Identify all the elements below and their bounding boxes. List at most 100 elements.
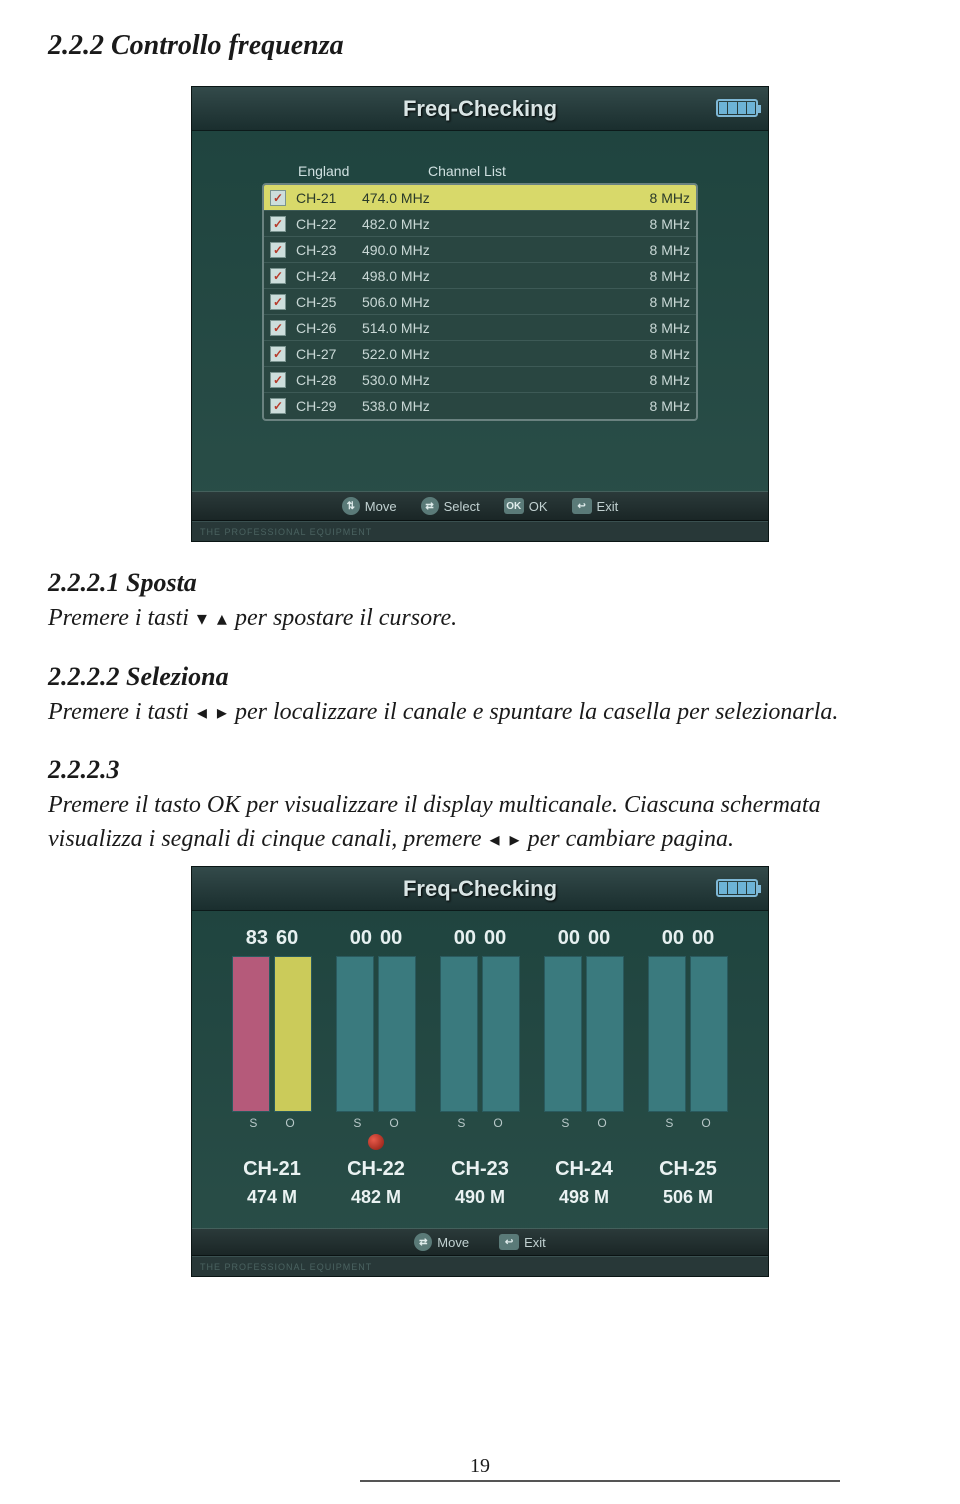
hint-move: ⇄Move bbox=[414, 1233, 469, 1251]
channel-list-header: England Channel List bbox=[262, 159, 698, 183]
body-seleziona: Premere i tasti ◂ ▸ per localizzare il c… bbox=[48, 696, 912, 730]
channel-bw: 8 MHz bbox=[620, 268, 690, 284]
channel-label: CH-21 bbox=[220, 1158, 324, 1181]
bar-group bbox=[636, 956, 740, 1112]
signal-bar-s bbox=[232, 956, 270, 1112]
signal-bar-s bbox=[544, 956, 582, 1112]
channel-table: ✓CH-21474.0 MHz8 MHz✓CH-22482.0 MHz8 MHz… bbox=[262, 183, 698, 421]
check-icon: ✓ bbox=[270, 372, 286, 388]
screen2-brand-strip: THE PROFESSIONAL EQUIPMENT bbox=[192, 1256, 768, 1276]
screen2-title: Freq-Checking bbox=[403, 876, 557, 902]
up-arrow-icon: ▴ bbox=[217, 605, 227, 633]
selection-dot-icon bbox=[368, 1134, 384, 1150]
channel-row: ✓CH-24498.0 MHz8 MHz bbox=[264, 263, 696, 289]
body-multichannel: Premere il tasto OK per visualizzare il … bbox=[48, 789, 912, 856]
dot-cell bbox=[220, 1134, 324, 1152]
check-icon: ✓ bbox=[270, 320, 286, 336]
freq-checking-bars-screenshot: Freq-Checking 83600000000000000000 SOSOS… bbox=[191, 866, 769, 1277]
hint-exit: ↩Exit bbox=[572, 498, 619, 514]
signal-values-row: 83600000000000000000 bbox=[220, 927, 740, 950]
check-icon: ✓ bbox=[270, 216, 286, 232]
channel-name: CH-25 bbox=[296, 294, 362, 310]
signal-value-pair: 0000 bbox=[428, 927, 532, 950]
channel-row: ✓CH-26514.0 MHz8 MHz bbox=[264, 315, 696, 341]
hint-select: ⇄Select bbox=[421, 497, 480, 515]
freq-label: 498 M bbox=[532, 1187, 636, 1208]
subheading-sposta: 2.2.2.1 Sposta bbox=[48, 568, 912, 598]
hint-exit: ↩Exit bbox=[499, 1234, 546, 1250]
subheading-seleziona: 2.2.2.2 Seleziona bbox=[48, 662, 912, 692]
signal-bars-row bbox=[220, 956, 740, 1112]
check-icon: ✓ bbox=[270, 268, 286, 284]
freq-label: 474 M bbox=[220, 1187, 324, 1208]
freq-checking-list-screenshot: Freq-Checking England Channel List ✓CH-2… bbox=[191, 86, 769, 542]
dot-cell bbox=[324, 1134, 428, 1152]
bar-group bbox=[428, 956, 532, 1112]
channel-name: CH-28 bbox=[296, 372, 362, 388]
channel-name: CH-21 bbox=[296, 190, 362, 206]
channel-freq: 490.0 MHz bbox=[362, 242, 482, 258]
so-label-pair: SO bbox=[324, 1116, 428, 1130]
channel-freq: 514.0 MHz bbox=[362, 320, 482, 336]
signal-bar-o bbox=[690, 956, 728, 1112]
page-footer: 19 bbox=[0, 1455, 960, 1482]
channel-row: ✓CH-21474.0 MHz8 MHz bbox=[264, 185, 696, 211]
channel-row: ✓CH-22482.0 MHz8 MHz bbox=[264, 211, 696, 237]
dot-cell bbox=[428, 1134, 532, 1152]
channel-name: CH-29 bbox=[296, 398, 362, 414]
hint-move: ⇅Move bbox=[342, 497, 397, 515]
channel-freq: 506.0 MHz bbox=[362, 294, 482, 310]
signal-bar-o bbox=[378, 956, 416, 1112]
so-label-pair: SO bbox=[532, 1116, 636, 1130]
channel-label: CH-25 bbox=[636, 1158, 740, 1181]
selection-dot-row bbox=[220, 1134, 740, 1152]
signal-bar-s bbox=[336, 956, 374, 1112]
screen1-titlebar: Freq-Checking bbox=[192, 87, 768, 131]
hint-ok: OKOK bbox=[504, 498, 548, 514]
channel-label: CH-22 bbox=[324, 1158, 428, 1181]
screen1-brand-strip: THE PROFESSIONAL EQUIPMENT bbox=[192, 521, 768, 541]
freq-labels-row: 474 M482 M490 M498 M506 M bbox=[220, 1187, 740, 1208]
battery-icon bbox=[716, 879, 758, 897]
freq-label: 506 M bbox=[636, 1187, 740, 1208]
subheading-multichannel: 2.2.2.3 bbox=[48, 755, 912, 785]
signal-bar-s bbox=[648, 956, 686, 1112]
screen1-title: Freq-Checking bbox=[403, 96, 557, 122]
section-heading: 2.2.2 Controllo frequenza bbox=[48, 30, 912, 62]
channel-bw: 8 MHz bbox=[620, 372, 690, 388]
channel-row: ✓ CH-25506.0 MHz 8 MHz bbox=[264, 289, 696, 315]
bar-group bbox=[220, 956, 324, 1112]
channel-freq: 522.0 MHz bbox=[362, 346, 482, 362]
bar-group bbox=[532, 956, 636, 1112]
channel-bw: 8 MHz bbox=[620, 242, 690, 258]
channel-name: CH-23 bbox=[296, 242, 362, 258]
signal-value-pair: 0000 bbox=[532, 927, 636, 950]
check-icon: ✓ bbox=[270, 398, 286, 414]
channel-bw: 8 MHz bbox=[620, 216, 690, 232]
channel-freq: 538.0 MHz bbox=[362, 398, 482, 414]
channel-name: CH-24 bbox=[296, 268, 362, 284]
left-arrow-icon: ◂ bbox=[490, 826, 500, 854]
channel-labels-row: CH-21CH-22CH-23CH-24CH-25 bbox=[220, 1158, 740, 1181]
channel-bw: 8 MHz bbox=[620, 294, 690, 310]
signal-value-pair: 0000 bbox=[636, 927, 740, 950]
signal-bar-o bbox=[586, 956, 624, 1112]
channel-bw: 8 MHz bbox=[620, 320, 690, 336]
channel-row: ✓CH-28530.0 MHz8 MHz bbox=[264, 367, 696, 393]
so-label-pair: SO bbox=[220, 1116, 324, 1130]
footer-rule bbox=[360, 1480, 840, 1482]
signal-value-pair: 0000 bbox=[324, 927, 428, 950]
down-arrow-icon: ▾ bbox=[197, 605, 207, 633]
so-labels-row: SOSOSOSOSO bbox=[220, 1116, 740, 1130]
channel-bw: 8 MHz bbox=[620, 190, 690, 206]
so-label-pair: SO bbox=[636, 1116, 740, 1130]
screen2-hint-bar: ⇄Move ↩Exit bbox=[192, 1228, 768, 1256]
channel-row: ✓ CH-29538.0 MHz 8 MHz bbox=[264, 393, 696, 419]
channel-bw: 8 MHz bbox=[620, 398, 690, 414]
channel-label: CH-24 bbox=[532, 1158, 636, 1181]
left-arrow-icon: ◂ bbox=[197, 699, 207, 727]
signal-bar-o bbox=[274, 956, 312, 1112]
check-icon: ✓ bbox=[270, 294, 286, 310]
right-arrow-icon: ▸ bbox=[510, 826, 520, 854]
signal-bar-o bbox=[482, 956, 520, 1112]
